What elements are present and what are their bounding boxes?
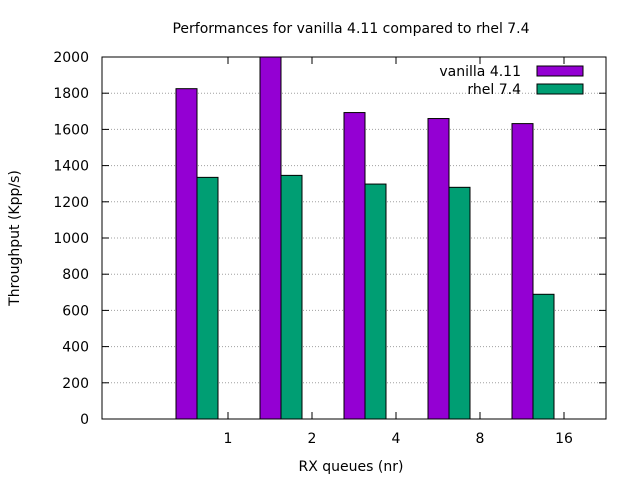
y-tick-label: 0 bbox=[80, 412, 89, 428]
legend-swatch bbox=[536, 83, 584, 95]
x-axis-label: RX queues (nr) bbox=[299, 459, 404, 475]
y-tick-label: 800 bbox=[62, 267, 89, 283]
bar-vanilla-8 bbox=[427, 118, 450, 420]
y-tick-label: 1600 bbox=[53, 122, 89, 138]
y-tick-label: 1800 bbox=[53, 86, 89, 102]
legend-label: rhel 7.4 bbox=[467, 82, 521, 98]
y-tick-label: 600 bbox=[62, 303, 89, 319]
y-tick-label: 1200 bbox=[53, 195, 89, 211]
axis-ticks: 0 200 400 600 800 1000 1200 1400 1600 1800 2000 1 2 4… bbox=[53, 50, 606, 447]
bar-vanilla-1 bbox=[175, 88, 198, 420]
bar-rhel-8 bbox=[448, 186, 471, 420]
bars bbox=[175, 56, 555, 420]
bar-vanilla-16 bbox=[511, 123, 534, 420]
y-tick-label: 2000 bbox=[53, 50, 89, 66]
bar-vanilla-2 bbox=[259, 56, 282, 420]
y-tick-label: 200 bbox=[62, 376, 89, 392]
x-tick-label: 8 bbox=[476, 431, 485, 447]
legend-label: vanilla 4.11 bbox=[439, 64, 521, 80]
y-tick-label: 1000 bbox=[53, 231, 89, 247]
bar-rhel-4 bbox=[364, 183, 387, 420]
bar-rhel-2 bbox=[280, 174, 303, 420]
x-tick-label: 1 bbox=[224, 431, 233, 447]
y-axis-label: Throughput (Kpp/s) bbox=[7, 170, 23, 307]
x-tick-label: 16 bbox=[555, 431, 573, 447]
bar-rhel-16 bbox=[532, 293, 555, 420]
legend-swatch bbox=[536, 65, 584, 77]
y-tick-label: 1400 bbox=[53, 159, 89, 175]
chart-title: Performances for vanilla 4.11 compared t… bbox=[172, 21, 529, 37]
x-tick-label: 2 bbox=[308, 431, 317, 447]
bar-rhel-1 bbox=[196, 176, 219, 420]
x-tick-label: 4 bbox=[392, 431, 401, 447]
y-tick-label: 400 bbox=[62, 340, 89, 356]
bar-vanilla-4 bbox=[343, 112, 366, 420]
legend: vanilla 4.11 rhel 7.4 bbox=[439, 64, 584, 98]
